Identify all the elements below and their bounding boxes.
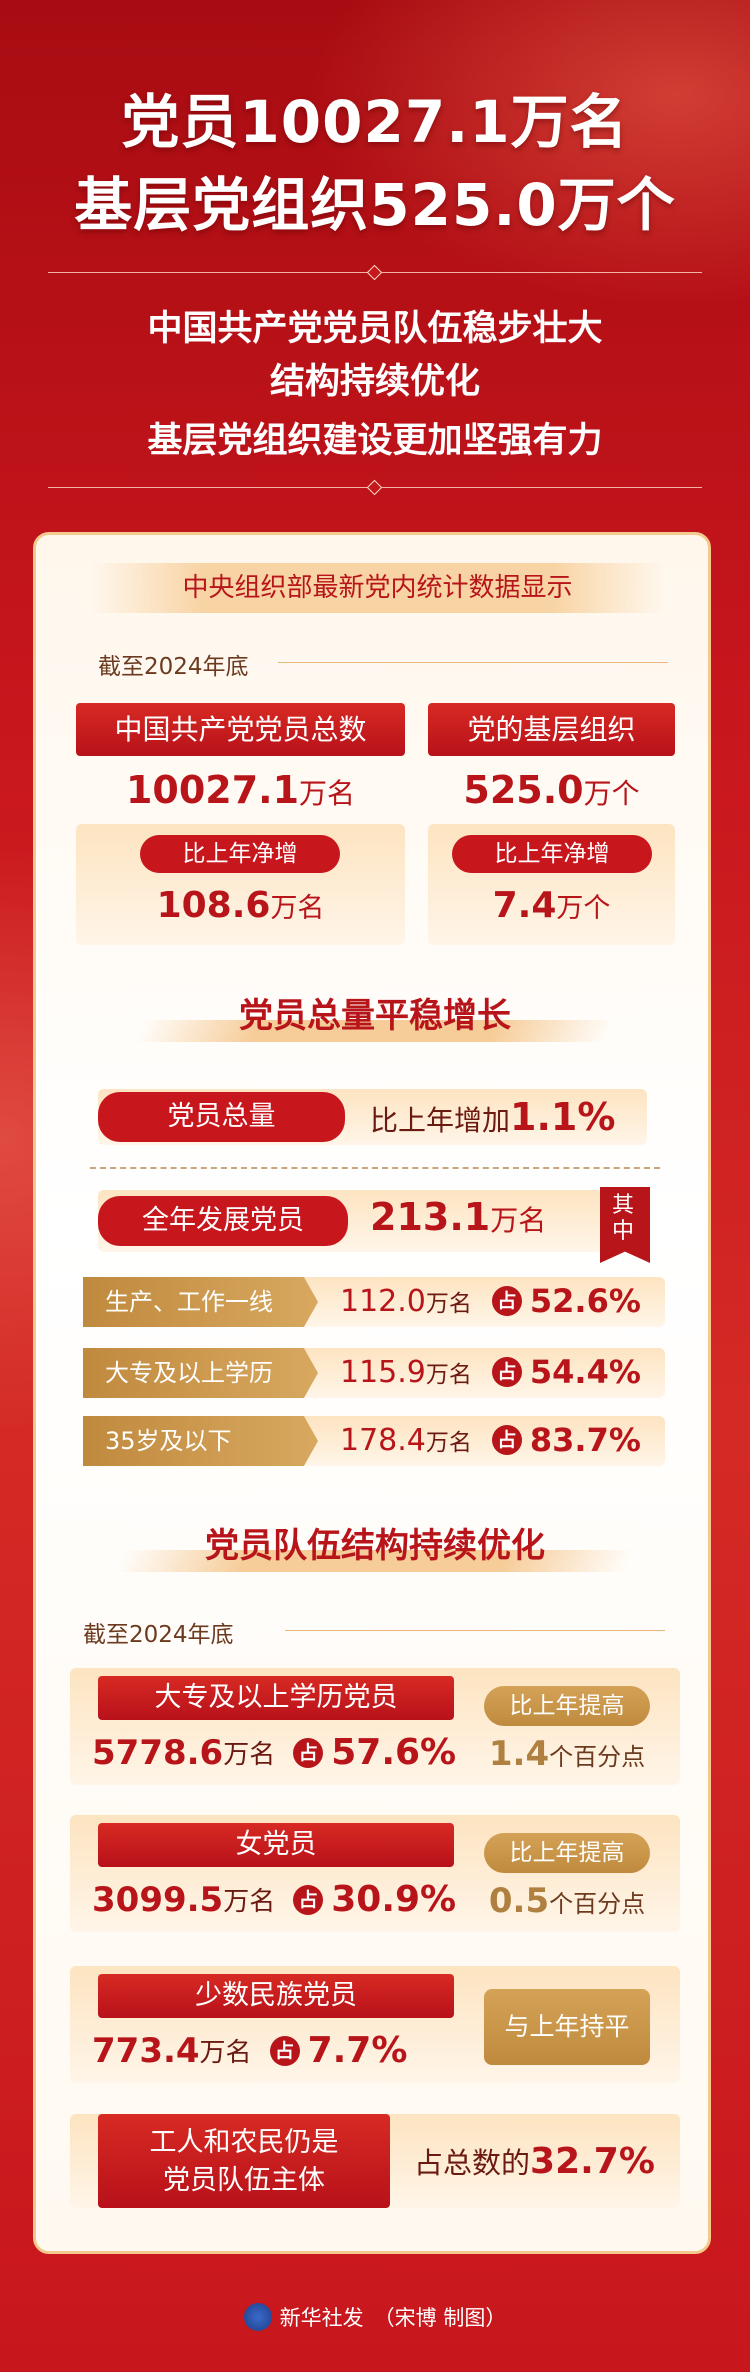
row-label: 生产、工作一线	[83, 1277, 318, 1327]
share-icon: 占	[491, 1425, 522, 1455]
unit: 个百分点	[549, 1890, 646, 1918]
value: 115.9	[340, 1354, 426, 1390]
share-icon: 占	[491, 1286, 522, 1316]
row-label: 大专及以上学历	[83, 1348, 318, 1398]
value: 5778.6	[92, 1732, 224, 1773]
unit: 万名	[490, 1204, 547, 1237]
value: 7.4	[492, 885, 557, 926]
unit: 个百分点	[549, 1743, 646, 1771]
value: 525.0	[463, 768, 584, 812]
note: 其中	[612, 1193, 635, 1244]
total-label: 党的基层组织	[428, 703, 675, 756]
dashed-rule	[90, 1167, 660, 1169]
unit: 万名	[199, 2038, 252, 2068]
growth-text: 比上年增加	[370, 1104, 511, 1137]
group-label: 女党员	[98, 1823, 454, 1867]
share: 57.6%	[331, 1732, 457, 1773]
value: 773.4	[92, 2030, 200, 2071]
subtitle-line: 结构持续优化	[269, 362, 480, 402]
unit: 万个	[556, 893, 611, 924]
change-label: 比上年提高	[484, 1686, 650, 1726]
group-values: 773.4 万名占 7.7%	[92, 2030, 407, 2071]
value: 108.6	[156, 885, 271, 926]
subtitle-line: 中国共产党党员队伍稳步壮大	[147, 309, 603, 349]
row-values: 178.4 万名占 83.7%	[340, 1421, 641, 1459]
total-label: 党员总量	[98, 1092, 345, 1142]
unit: 万个	[583, 777, 640, 810]
increase-label: 比上年净增	[452, 835, 652, 873]
subtitle-line: 基层党组织建设更加坚强有力	[147, 421, 603, 461]
label-line: 党员队伍主体	[163, 2165, 325, 2196]
group-values: 5778.6 万名占 57.6%	[92, 1732, 456, 1773]
total-label: 中国共产党党员总数	[76, 703, 405, 756]
author: （宋博 制图）	[373, 2306, 507, 2330]
value: 213.1	[370, 1195, 491, 1239]
share: 7.7%	[307, 2030, 408, 2071]
value: 3099.5	[92, 1879, 224, 1920]
note-tag	[600, 1187, 650, 1263]
share: 54.4%	[529, 1353, 641, 1391]
share-icon: 占	[269, 2035, 300, 2066]
agency: 新华社发	[279, 2306, 364, 2330]
share-icon: 占	[293, 1884, 324, 1915]
row-values: 112.0 万名占 52.6%	[340, 1282, 641, 1320]
group-label: 少数民族党员	[98, 1974, 454, 2018]
change: 1.4 个百分点	[484, 1734, 650, 1774]
banner: 中央组织部最新党内统计数据显示	[90, 563, 665, 613]
divider-diamond	[366, 479, 383, 496]
rule	[285, 1630, 665, 1631]
growth-value: 1.1%	[510, 1095, 616, 1139]
rule	[278, 662, 668, 663]
logo	[243, 2303, 272, 2331]
footer-share: 占总数的 32.7%	[414, 2140, 655, 2182]
total-value: 525.0 万个	[428, 768, 675, 812]
title-line: 党员10027.1万名	[121, 88, 629, 156]
value: 1.4	[488, 1734, 550, 1774]
credit: 新华社发 （宋博 制图）	[0, 2302, 750, 2332]
group-label: 大专及以上学历党员	[98, 1676, 454, 1720]
divider-diamond	[366, 264, 383, 281]
increase-label: 比上年净增	[140, 835, 340, 873]
row-label: 35岁及以下	[83, 1416, 318, 1466]
unit: 万名	[425, 1291, 472, 1317]
value: 0.5	[488, 1881, 550, 1921]
developed: 213.1 万名	[370, 1195, 546, 1239]
unit: 万名	[299, 777, 356, 810]
unit: 万名	[425, 1430, 472, 1456]
text: 占总数的	[414, 2146, 531, 2180]
change: 0.5 个百分点	[484, 1881, 650, 1921]
value: 10027.1	[125, 768, 300, 812]
increase-value: 108.6 万名	[76, 885, 405, 926]
section-title: 党员总量平稳增长	[239, 996, 511, 1036]
unit: 万名	[223, 1887, 276, 1917]
unit: 万名	[223, 1740, 276, 1770]
group-values: 3099.5 万名占 30.9%	[92, 1879, 456, 1920]
value: 112.0	[340, 1283, 426, 1319]
unit: 万名	[270, 893, 325, 924]
share-icon: 占	[491, 1357, 522, 1387]
row-values: 115.9 万名占 54.4%	[340, 1353, 641, 1391]
change-label: 与上年持平	[484, 1989, 650, 2065]
developed-label: 全年发展党员	[98, 1196, 348, 1246]
share: 30.9%	[331, 1879, 457, 1920]
change-label: 比上年提高	[484, 1833, 650, 1873]
share: 52.6%	[529, 1282, 641, 1320]
section-title: 党员队伍结构持续优化	[205, 1526, 545, 1566]
increase-value: 7.4 万个	[428, 885, 675, 926]
footer-label: 工人和农民仍是 党员队伍主体	[98, 2114, 390, 2208]
share-icon: 占	[293, 1737, 324, 1768]
unit: 万名	[425, 1362, 472, 1388]
share: 83.7%	[529, 1421, 641, 1459]
title-line: 基层党组织525.0万个	[74, 171, 676, 239]
value: 178.4	[340, 1422, 426, 1458]
as-of: 截至2024年底	[83, 1622, 234, 1648]
growth: 比上年增加 1.1%	[370, 1095, 615, 1139]
label-line: 工人和农民仍是	[149, 2127, 339, 2158]
as-of: 截至2024年底	[98, 654, 249, 680]
share: 32.7%	[530, 2141, 655, 2182]
total-value: 10027.1 万名	[76, 768, 405, 812]
